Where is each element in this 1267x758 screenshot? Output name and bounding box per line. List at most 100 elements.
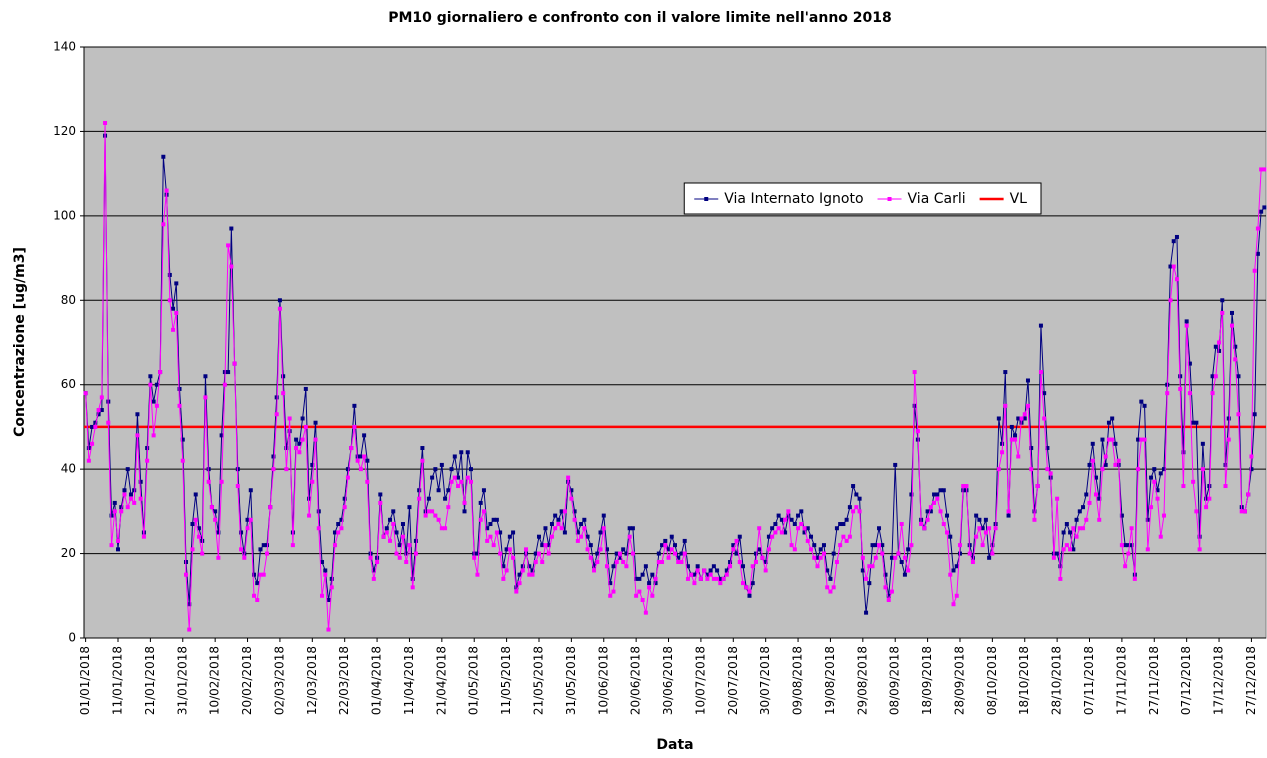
data-point [598,547,603,552]
data-point [779,517,784,522]
data-point [527,572,532,577]
data-point [1194,509,1199,514]
data-point [1042,391,1047,396]
data-point [553,513,558,518]
data-point [151,399,156,404]
data-point [329,576,334,581]
data-point [268,505,273,510]
data-point [996,416,1001,421]
data-point [533,551,538,556]
x-tick-label: 27/11/2018 [1147,646,1161,715]
data-point [640,598,645,603]
data-point [922,526,927,531]
x-tick-label: 28/10/2018 [1050,646,1064,715]
data-point [673,543,677,548]
data-point [1213,344,1218,349]
data-point [821,551,826,556]
data-point [718,581,723,586]
data-point [1197,547,1202,552]
data-point [1016,416,1021,421]
data-point [310,462,315,467]
data-point [1149,475,1154,480]
data-point [122,488,127,493]
x-tick-label: 20/06/2018 [629,646,643,715]
data-point [1184,319,1189,324]
data-point [112,500,117,505]
data-point [582,517,587,522]
data-point [980,543,985,548]
data-point [404,551,409,556]
data-point [216,530,221,535]
data-point [799,522,804,527]
x-tick-label: 22/03/2018 [337,646,351,715]
data-point [796,526,801,531]
x-tick-label: 11/04/2018 [402,646,416,715]
data-point [1071,526,1076,531]
data-point [1152,467,1157,472]
data-point [261,572,266,577]
data-point [284,446,289,451]
data-point [449,467,454,472]
data-point [1187,391,1192,396]
data-point [456,475,461,480]
data-point [1025,403,1030,408]
data-point [886,598,891,603]
data-point [679,551,684,556]
data-point [1239,509,1244,514]
data-point [128,496,133,501]
data-point [397,555,402,560]
data-point [812,555,817,560]
data-point [384,530,389,535]
data-point [747,589,752,594]
data-point [828,576,833,581]
data-point [692,572,697,577]
data-point [912,370,917,375]
data-point [796,513,801,518]
data-point [352,403,357,408]
data-point [1217,340,1222,345]
data-point [106,420,111,425]
data-point [1019,416,1024,421]
data-point [1106,437,1111,442]
data-point [799,509,804,514]
data-point [297,450,302,455]
legend-label: Via Internato Ignoto [724,191,863,207]
data-point [193,492,198,497]
data-point [300,416,305,421]
data-point [1129,543,1134,548]
data-point [838,522,843,527]
data-point [1142,403,1147,408]
data-point [1229,310,1234,315]
data-point [190,547,195,552]
data-point [608,593,613,598]
data-point [1136,467,1141,472]
x-tick-label: 01/04/2018 [370,646,384,715]
data-point [977,517,982,522]
data-point [358,467,363,472]
data-point [847,534,852,539]
data-point [430,475,435,480]
data-point [475,572,480,577]
data-point [604,547,609,552]
data-point [1255,251,1260,256]
data-point [990,543,995,548]
data-point [877,526,882,531]
data-point [770,526,775,531]
x-axis-title: Data [656,737,693,753]
x-tick-label: 19/08/2018 [823,646,837,715]
data-point [391,522,396,527]
data-point [854,492,859,497]
data-point [1090,441,1095,446]
x-tick-label: 30/06/2018 [661,646,675,715]
data-point [1149,505,1154,510]
data-point [1246,492,1251,497]
data-point [585,534,590,539]
data-point [128,492,133,497]
data-point [1022,416,1027,421]
data-point [805,526,810,531]
data-point [375,560,380,565]
data-point [443,496,448,501]
data-point [912,403,917,408]
data-point [572,509,577,514]
x-tick-label: 01/01/2018 [78,646,92,715]
